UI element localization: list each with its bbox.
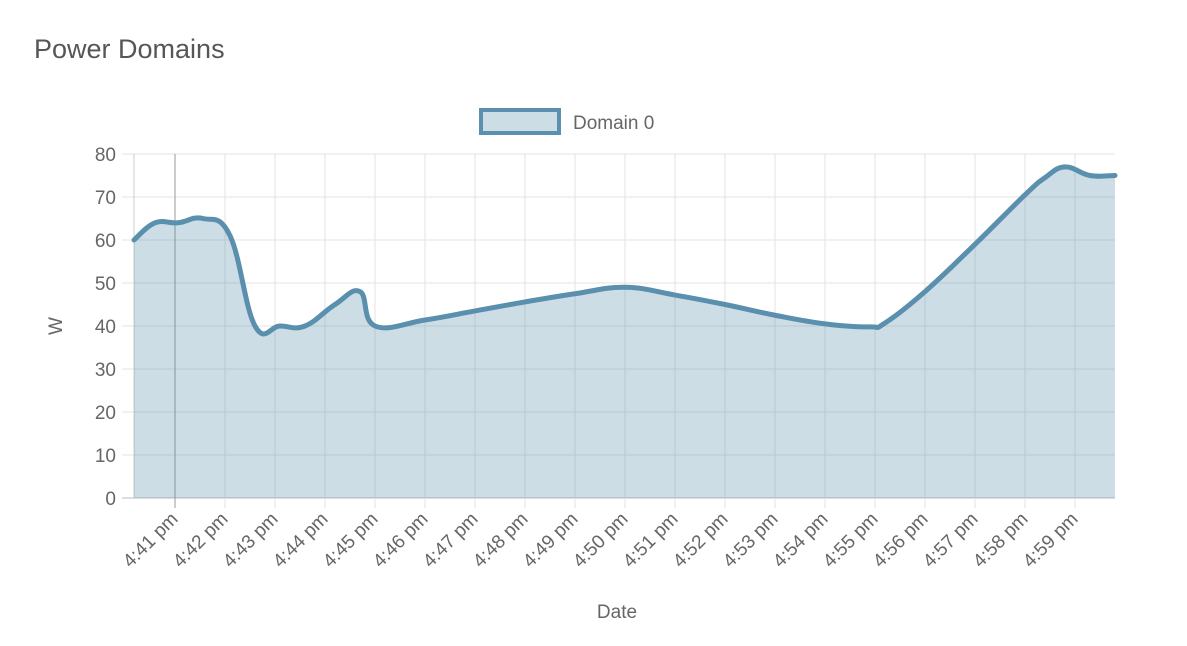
area [134, 166, 1115, 498]
chart-title: Power Domains [34, 34, 225, 64]
x-tick-label: 4:58 pm [969, 509, 1032, 572]
y-axis-label: W [46, 317, 67, 335]
x-tick-label: 4:54 pm [769, 509, 832, 572]
y-tick-label: 60 [95, 231, 116, 252]
x-tick-label: 4:44 pm [269, 509, 332, 572]
x-tick-label: 4:48 pm [469, 509, 532, 572]
x-tick-label: 4:41 pm [119, 509, 182, 572]
x-tick-label: 4:42 pm [169, 509, 232, 572]
x-tick-label: 4:51 pm [619, 509, 682, 572]
y-tick-label: 30 [95, 360, 116, 381]
y-tick-label: 70 [95, 188, 116, 209]
x-tick-label: 4:46 pm [369, 509, 432, 572]
legend-swatch [479, 108, 561, 135]
x-tick-label: 4:55 pm [819, 509, 882, 572]
x-tick-label: 4:49 pm [519, 509, 582, 572]
x-tick-label: 4:57 pm [919, 509, 982, 572]
x-tick-label: 4:53 pm [719, 509, 782, 572]
x-tick-label: 4:56 pm [869, 509, 932, 572]
x-tick-label: 4:47 pm [419, 509, 482, 572]
x-tick-label: 4:52 pm [669, 509, 732, 572]
x-tick-label: 4:43 pm [219, 509, 282, 572]
x-axis-label: Date [597, 602, 637, 623]
x-tick-label: 4:50 pm [569, 509, 632, 572]
legend-label: Domain 0 [573, 113, 654, 134]
x-tick-label: 4:59 pm [1019, 509, 1082, 572]
y-tick-label: 10 [95, 446, 116, 467]
y-tick-label: 20 [95, 403, 116, 424]
y-tick-label: 80 [95, 145, 116, 166]
y-tick-label: 50 [95, 274, 116, 295]
line [131, 164, 1118, 337]
y-tick-label: 40 [95, 317, 116, 338]
x-tick-label: 4:45 pm [319, 509, 382, 572]
y-tick-label: 0 [105, 489, 116, 510]
